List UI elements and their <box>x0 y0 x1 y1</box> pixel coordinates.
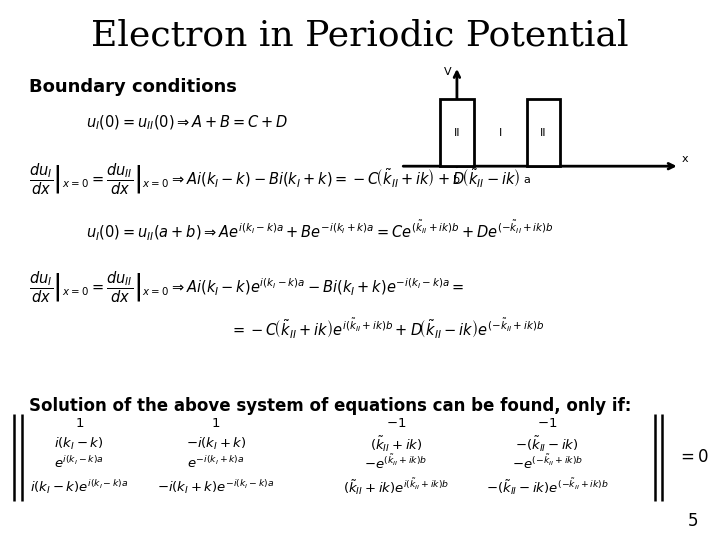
Text: I: I <box>498 128 502 138</box>
Text: x: x <box>682 153 688 164</box>
Text: $-(\tilde{k}_{II} - ik)$: $-(\tilde{k}_{II} - ik)$ <box>516 434 579 454</box>
Text: II: II <box>540 128 546 138</box>
Text: II: II <box>454 128 460 138</box>
Text: $u_I(0) = u_{II}(0)  \Rightarrow  A + B = C + D$: $u_I(0) = u_{II}(0) \Rightarrow A + B = … <box>86 113 289 132</box>
Text: $-1$: $-1$ <box>386 417 406 430</box>
Text: $1$: $1$ <box>75 417 84 430</box>
Text: Solution of the above system of equations can be found, only if:: Solution of the above system of equation… <box>29 397 631 415</box>
Bar <box>527 99 560 166</box>
Text: $-i(k_I + k)e^{-i(k_I-k)a}$: $-i(k_I + k)e^{-i(k_I-k)a}$ <box>157 478 275 496</box>
Text: $1$: $1$ <box>212 417 220 430</box>
Text: $i(k_I - k)e^{i(k_I-k)a}$: $i(k_I - k)e^{i(k_I-k)a}$ <box>30 478 128 496</box>
Text: $-1$: $-1$ <box>537 417 557 430</box>
Text: $e^{i(k_I-k)a}$: $e^{i(k_I-k)a}$ <box>54 455 104 471</box>
Text: $i(k_I - k)$: $i(k_I - k)$ <box>55 436 104 452</box>
Text: $(\tilde{k}_{II} + ik)e^{i(\tilde{k}_{II}+ik)b}$: $(\tilde{k}_{II} + ik)e^{i(\tilde{k}_{II… <box>343 476 449 498</box>
Text: $-e^{(-\tilde{k}_{II}+ik)b}$: $-e^{(-\tilde{k}_{II}+ik)b}$ <box>512 454 582 473</box>
Text: $= 0$: $= 0$ <box>677 448 708 467</box>
Text: $-i(k_I + k)$: $-i(k_I + k)$ <box>186 436 246 452</box>
Text: $\left.\dfrac{du_I}{dx}\right|_{x=0} = \left.\dfrac{du_{II}}{dx}\right|_{x=0}  \: $\left.\dfrac{du_I}{dx}\right|_{x=0} = \… <box>29 270 464 305</box>
Text: Electron in Periodic Potential: Electron in Periodic Potential <box>91 19 629 53</box>
Bar <box>441 99 474 166</box>
Text: $\left.\dfrac{du_I}{dx}\right|_{x=0} = \left.\dfrac{du_{II}}{dx}\right|_{x=0}  \: $\left.\dfrac{du_I}{dx}\right|_{x=0} = \… <box>29 162 521 197</box>
Text: 5: 5 <box>688 512 698 530</box>
Text: $(\tilde{k}_{II} + ik)$: $(\tilde{k}_{II} + ik)$ <box>370 434 422 454</box>
Text: $-e^{(\tilde{k}_{II}+ik)b}$: $-e^{(\tilde{k}_{II}+ik)b}$ <box>364 454 428 473</box>
Text: $-(\tilde{k}_{II} - ik)e^{(-\tilde{k}_{II}+ik)b}$: $-(\tilde{k}_{II} - ik)e^{(-\tilde{k}_{I… <box>486 476 608 498</box>
Text: $= -C\!\left(\tilde{k}_{II} + ik\right)e^{i(\tilde{k}_{II}+ik)b} + D\!\left(\til: $= -C\!\left(\tilde{k}_{II} + ik\right)e… <box>230 316 544 341</box>
Text: b: b <box>454 175 460 185</box>
Text: $u_I(0) = u_{II}(a+b)  \Rightarrow  Ae^{i(k_I-k)a} + Be^{-i(k_I+k)a} = Ce^{(\til: $u_I(0) = u_{II}(a+b) \Rightarrow Ae^{i(… <box>86 219 554 243</box>
Text: V: V <box>444 68 451 77</box>
Text: $e^{-i(k_I+k)a}$: $e^{-i(k_I+k)a}$ <box>187 455 245 471</box>
Text: a: a <box>523 175 530 185</box>
Text: Boundary conditions: Boundary conditions <box>29 78 237 96</box>
